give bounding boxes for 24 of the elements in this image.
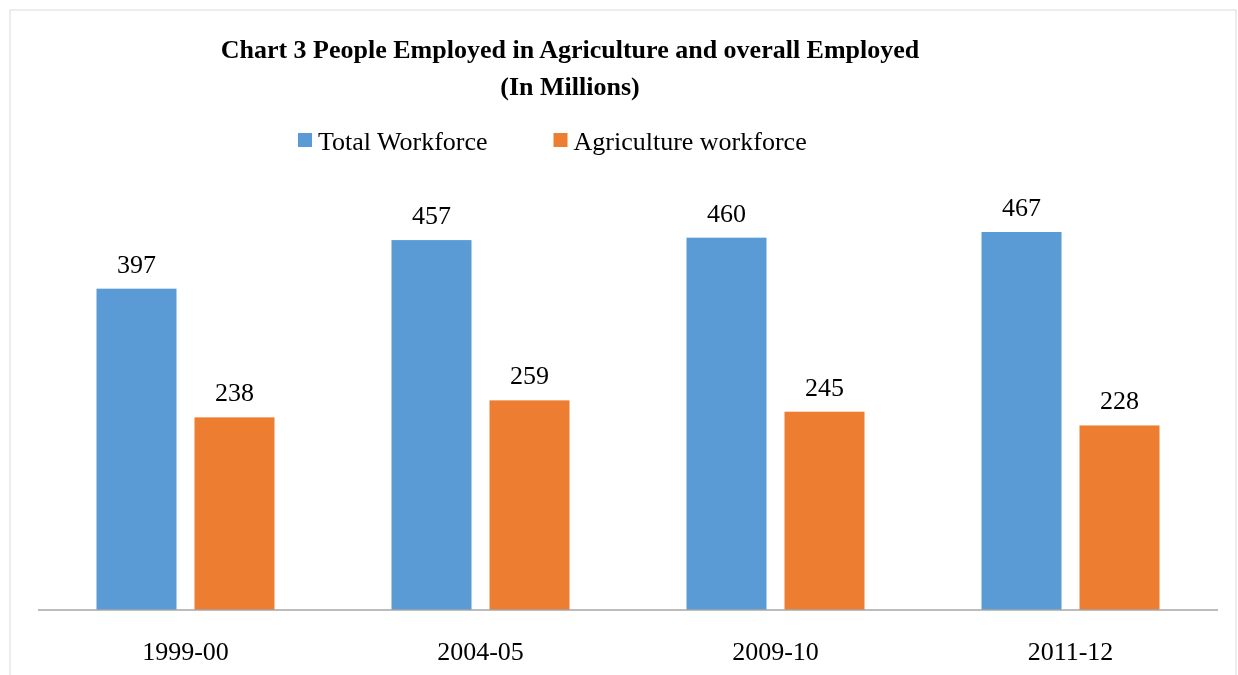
data-label: 238 bbox=[215, 378, 254, 408]
bar bbox=[489, 400, 570, 610]
x-tick-label: 2009-10 bbox=[732, 637, 819, 666]
legend-label: Agriculture workforce bbox=[573, 127, 807, 156]
legend-label: Total Workforce bbox=[318, 127, 488, 156]
x-tick-label: 2011-12 bbox=[1027, 637, 1114, 666]
bar bbox=[391, 240, 472, 610]
x-tick-label: 2004-05 bbox=[437, 637, 524, 666]
chart-subtitle: (In Millions) bbox=[500, 72, 640, 101]
data-label: 259 bbox=[510, 361, 549, 391]
data-label: 460 bbox=[707, 198, 746, 228]
data-label: 397 bbox=[117, 249, 156, 279]
chart-title: Chart 3 People Employed in Agriculture and overall Employed bbox=[220, 35, 920, 64]
bar bbox=[686, 237, 767, 610]
data-label: 457 bbox=[412, 201, 451, 231]
bar bbox=[1079, 425, 1160, 610]
bar bbox=[96, 288, 177, 610]
x-tick-label: 1999-00 bbox=[142, 637, 229, 666]
bar bbox=[784, 411, 865, 610]
data-label: 467 bbox=[1002, 193, 1041, 222]
bar bbox=[194, 417, 275, 610]
data-label: 228 bbox=[1100, 386, 1139, 416]
bar bbox=[981, 232, 1062, 610]
data-label: 245 bbox=[805, 372, 844, 402]
